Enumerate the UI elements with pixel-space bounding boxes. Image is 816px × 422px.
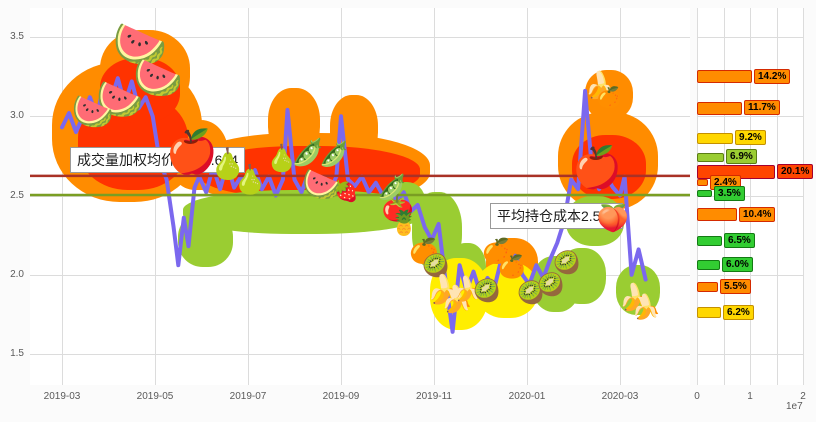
avg-cost-label: 平均持仓成本2.503: [490, 203, 624, 229]
orange-icon: 🍊: [498, 254, 526, 279]
watermelon-icon: 🍉: [302, 166, 342, 202]
watermelon-icon: 🍉: [96, 79, 144, 121]
distribution-bar: [697, 307, 721, 319]
y-axis-tick-label: 2.0: [10, 268, 24, 280]
gridline-vertical: [803, 8, 804, 385]
kiwi-icon: 🥝: [517, 280, 545, 305]
gridline-vertical: [776, 8, 778, 385]
peach-icon: 🍑: [596, 203, 630, 233]
distribution-bar-label: 10.4%: [739, 206, 776, 222]
vwap-cost-label: 成交量加权均价成本2.624: [70, 147, 246, 173]
distribution-bar: [697, 208, 737, 222]
watermelon-icon: 🍉: [71, 93, 115, 131]
kiwi-icon: 🥝: [422, 253, 450, 278]
dist-x-axis-tick-label: 0: [694, 391, 700, 402]
distribution-bar: [697, 152, 724, 162]
pear-icon: 🍐: [265, 143, 299, 173]
x-axis-tick-label: 2019-03: [43, 391, 81, 402]
holding-cluster-blob: [572, 135, 646, 199]
distribution-bar: [697, 70, 752, 84]
banana-icon: 🍌: [618, 282, 652, 312]
distribution-bar-label: 20.1%: [777, 163, 814, 179]
kiwi-icon: 🥝: [553, 250, 581, 275]
kiwi-icon: 🥝: [537, 272, 565, 297]
distribution-bar: [697, 179, 708, 187]
pear-icon: 🍐: [232, 164, 268, 195]
banana-icon: 🍌: [440, 284, 474, 314]
banana-icon: 🍌: [584, 70, 618, 100]
orange-icon: 🍊: [409, 238, 439, 265]
x-axis-tick-label: 2019-05: [136, 391, 174, 402]
apple-icon: 🍎: [572, 146, 622, 190]
axis-scale-note: 1e7: [786, 401, 803, 412]
distribution-bar-label: 14.2%: [754, 68, 791, 84]
gridline-vertical: [527, 8, 528, 385]
distribution-bar-label: 6.5%: [724, 233, 755, 249]
gridline-horizontal: [30, 274, 690, 276]
distribution-bar: [697, 101, 742, 115]
distribution-bar-label: 3.5%: [714, 185, 745, 201]
strawberry-icon: 🍓: [333, 181, 359, 203]
gridline-horizontal: [30, 354, 690, 355]
x-axis-tick-label: 2019-09: [322, 391, 360, 402]
pea-pod-icon: 🫛: [291, 137, 325, 167]
kiwi-icon: 🥝: [473, 278, 501, 303]
x-axis-tick-label: 2019-07: [229, 391, 267, 402]
distribution-bar: [697, 132, 733, 144]
distribution-bar: [697, 282, 718, 293]
banana-icon: 🍌: [631, 294, 661, 321]
distribution-bar-label: 6.0%: [722, 257, 753, 273]
dist-x-axis-tick-label: 1: [747, 391, 753, 402]
watermelon-icon: 🍉: [133, 56, 183, 100]
holding-cluster-blob: [616, 265, 660, 315]
distribution-bar: [697, 190, 712, 198]
banana-icon: 🍌: [426, 274, 462, 305]
x-axis-tick-label: 2019-11: [416, 391, 452, 402]
pineapple-icon: 🍍: [389, 210, 419, 237]
y-axis-tick-label: 1.5: [10, 348, 24, 359]
banana-icon: 🍌: [452, 276, 482, 303]
y-axis-tick-label: 2.5: [10, 189, 24, 201]
distribution-bar-label: 6.2%: [723, 304, 754, 320]
watermelon-icon: 🍉: [112, 20, 168, 69]
orange-icon: 🍊: [596, 87, 622, 109]
orange-icon: 🍊: [482, 238, 512, 265]
y-axis-tick-label: 3.0: [10, 110, 24, 122]
distribution-bar-label: 9.2%: [735, 130, 766, 146]
distribution-bar-label: 5.5%: [720, 279, 751, 295]
holding-cluster-blob: [558, 248, 606, 304]
x-axis-tick-label: 2020-01: [508, 391, 546, 402]
gridline-vertical: [62, 8, 63, 385]
distribution-bar: [697, 236, 722, 247]
gridline-vertical: [750, 8, 751, 385]
apple-icon: 🍎: [165, 128, 219, 175]
distribution-bar: [697, 260, 720, 271]
pear-icon: 🍐: [209, 148, 247, 181]
dist-x-axis-tick-label: 2: [800, 391, 806, 402]
gridline-horizontal: [30, 37, 690, 38]
distribution-bar-label: 6.9%: [726, 149, 757, 165]
holding-cluster-blob: [585, 70, 633, 120]
distribution-bar-label: 11.7%: [744, 100, 780, 116]
y-axis-tick-label: 3.5: [10, 31, 24, 42]
pea-pod-icon: 🫛: [319, 141, 349, 168]
tomato-icon: 🍅: [381, 193, 415, 223]
pea-pod-icon: 🫛: [377, 174, 407, 201]
x-axis-tick-label: 2020-03: [601, 391, 639, 402]
